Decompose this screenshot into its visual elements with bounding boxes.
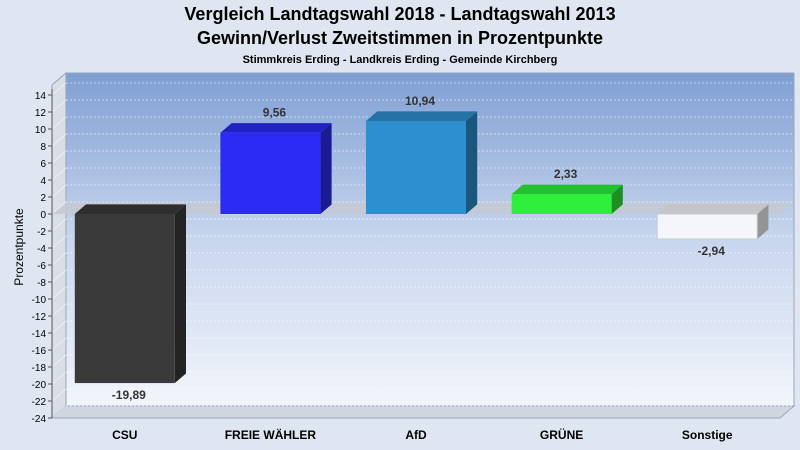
y-axis: 14 12 10 8 6 4 2 0 -2 -4 -6 -8 -10 -12 -14 -16 -18 -20 -22… <box>32 89 53 425</box>
bar-front <box>366 121 466 214</box>
y-tick-label: -6 <box>37 261 46 272</box>
value-label: -19,89 <box>112 388 146 402</box>
bar-freie-w-hler: 9,56 <box>220 106 332 214</box>
y-tick-label: -16 <box>32 346 47 357</box>
y-tick-label: -18 <box>32 363 47 374</box>
x-tick-label: FREIE WÄHLER <box>225 427 317 442</box>
y-axis-label: Prozentpunkte <box>12 208 26 286</box>
x-axis: CSU FREIE WÄHLER AfD GRÜNE Sonstige <box>112 427 733 442</box>
y-tick-label: -14 <box>32 329 47 340</box>
bar-csu: -19,89 <box>74 204 186 402</box>
y-tick-label: 12 <box>35 108 47 119</box>
bar-afd: 10,94 <box>366 94 478 214</box>
bar-front <box>656 213 758 240</box>
x-tick-label: CSU <box>112 428 137 442</box>
x-tick-label: Sonstige <box>682 428 733 442</box>
chart-title-line1: Vergleich Landtagswahl 2018 - Landtagswa… <box>184 4 616 24</box>
bar-front <box>74 214 175 384</box>
bar-sonstige: -2,94 <box>656 204 769 258</box>
y-tick-label: 6 <box>40 159 46 170</box>
bar-gr-ne: 2,33 <box>511 167 623 214</box>
y-tick-label: -8 <box>37 278 46 289</box>
value-label: 9,56 <box>263 106 287 120</box>
chart-title-line2: Gewinn/Verlust Zweitstimmen in Prozentpu… <box>196 28 604 48</box>
y-tick-label: -12 <box>32 312 47 323</box>
x-tick-label: AfD <box>405 428 427 442</box>
y-tick-label: -2 <box>37 227 46 238</box>
y-tick-label: -4 <box>37 244 46 255</box>
x-tick-label: GRÜNE <box>540 427 583 442</box>
value-label: -2,94 <box>698 244 726 258</box>
value-label: 10,94 <box>405 94 435 108</box>
y-tick-label: 8 <box>40 142 46 153</box>
y-tick-label: 14 <box>35 91 47 102</box>
bar-front <box>511 194 612 214</box>
y-tick-label: -20 <box>32 380 47 391</box>
bars: -19,89 9,56 10,94 2,33 -2,94 <box>74 94 769 402</box>
y-tick-label: -22 <box>32 397 47 408</box>
value-label: 2,33 <box>554 167 578 181</box>
y-tick-label: 4 <box>40 176 46 187</box>
y-tick-label: -10 <box>32 295 47 306</box>
chart-subtitle: Stimmkreis Erding - Landkreis Erding - G… <box>242 54 558 66</box>
y-tick-label: -24 <box>32 414 47 425</box>
y-tick-label: 10 <box>35 125 47 136</box>
y-tick-label: 0 <box>40 210 46 221</box>
y-tick-label: 2 <box>40 193 46 204</box>
bar-front <box>220 132 321 214</box>
